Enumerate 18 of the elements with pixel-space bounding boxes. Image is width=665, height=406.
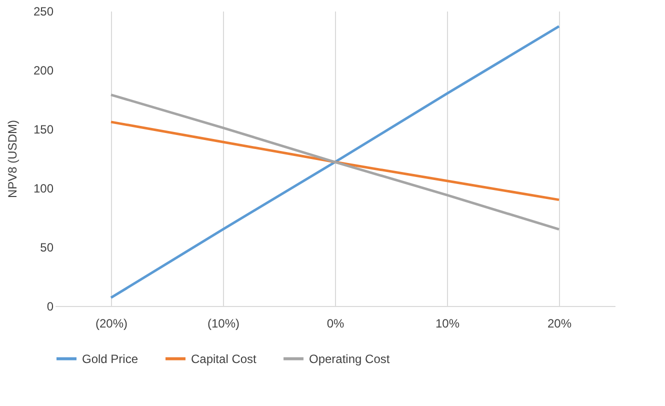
line-series [110, 25, 560, 299]
y-tick-label: 50 [40, 240, 54, 254]
y-tick-label: 0 [46, 300, 54, 314]
line-series [110, 94, 560, 231]
y-axis-title: NPV8 (USDM) [5, 120, 20, 198]
x-tick-label: 20% [547, 316, 572, 330]
x-tick-label: (20%) [95, 316, 128, 330]
x-tick-label: (10%) [207, 316, 240, 330]
y-tick-label: 250 [33, 4, 54, 18]
legend-label: Gold Price [82, 352, 138, 366]
y-tick-label: 100 [33, 182, 54, 196]
line-series [110, 120, 560, 202]
x-tick-label: 10% [435, 316, 460, 330]
legend-label: Capital Cost [191, 352, 258, 366]
y-tick-label: 200 [33, 64, 54, 78]
x-tick-label: 0% [326, 316, 344, 330]
legend-label: Operating Cost [309, 352, 390, 366]
y-tick-label: 150 [33, 122, 54, 136]
